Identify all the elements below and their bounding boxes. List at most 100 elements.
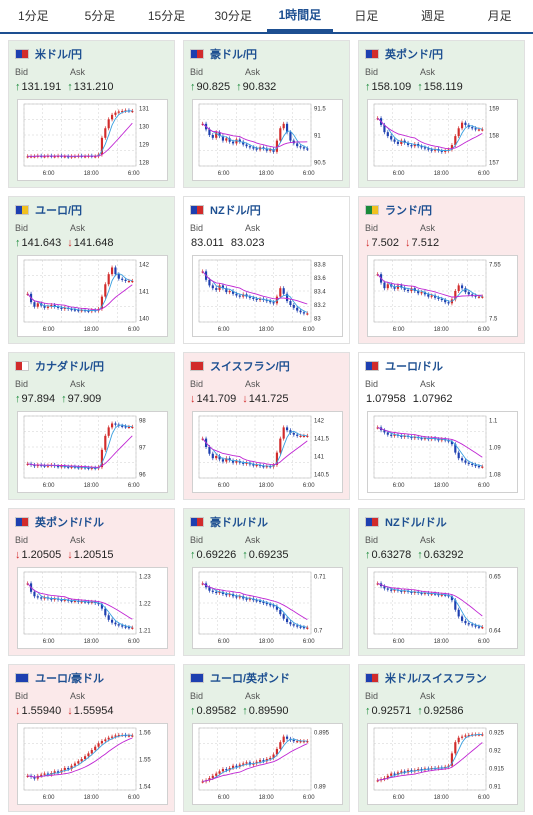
- rate-card[interactable]: 米ドル/スイスフラン Bid Ask ↑0.92571 ↑0.92586 0.925 0.9…: [358, 664, 525, 812]
- price-chart[interactable]: 0.895 0.89 6:00 18:00 6:00: [192, 723, 343, 805]
- candle: [296, 143, 299, 147]
- candle: [413, 436, 416, 439]
- tab-timeframe[interactable]: 1分足: [17, 9, 49, 23]
- price-chart[interactable]: 83.8 83.6 83.4 83.2 83 6:00 18:00 6:00: [192, 255, 343, 337]
- candle: [252, 763, 255, 765]
- currency-pair-link[interactable]: カナダドル/円: [35, 361, 105, 373]
- candle: [117, 111, 120, 113]
- tab-timeframe[interactable]: 日足: [354, 9, 379, 23]
- candle: [289, 430, 292, 433]
- tab-timeframe[interactable]: 15分足: [147, 9, 186, 23]
- tab-timeframe[interactable]: 30分足: [214, 9, 252, 23]
- candle: [467, 462, 470, 464]
- currency-pair-link[interactable]: 豪ドル/ドル: [210, 517, 269, 529]
- candle: [36, 303, 39, 307]
- candle: [235, 596, 238, 598]
- price-chart[interactable]: 142 141.5 141 140.5 6:00 18:00 6:00: [192, 411, 343, 493]
- currency-pair-link[interactable]: NZドル/円: [210, 205, 261, 217]
- ask-label: Ask: [70, 379, 86, 389]
- rate-card[interactable]: ランド/円 Bid Ask ↓7.502 ↓7.512 7.55 7.5 6:00 18:00 6…: [358, 196, 525, 344]
- price-chart[interactable]: 1.56 1.55 1.54 6:00 18:00 6:00: [17, 723, 168, 805]
- candle: [420, 592, 423, 595]
- rate-card[interactable]: ユーロ/ドル Bid Ask 1.07958 1.07962 1.1 1.09 1.08 6:0…: [358, 352, 525, 500]
- price-chart[interactable]: 0.65 0.64 6:00 18:00 6:00: [367, 567, 518, 649]
- tab-timeframe[interactable]: 週足: [421, 9, 446, 23]
- x-tick-label: 6:00: [43, 327, 55, 333]
- plot-frame: [198, 571, 312, 635]
- tab-timeframe[interactable]: 月足: [487, 9, 512, 23]
- candle: [43, 597, 46, 599]
- currency-pair-link[interactable]: スイスフラン/円: [210, 361, 290, 373]
- rate-card[interactable]: ユーロ/英ポンド Bid Ask ↑0.89582 ↑0.89590 0.895 0.89 6…: [183, 664, 350, 812]
- price-chart[interactable]: 159 158 157 6:00 18:00 6:00: [367, 99, 518, 181]
- currency-pair-link[interactable]: ランド/円: [385, 205, 433, 217]
- rate-card[interactable]: NZドル/ドル Bid Ask ↑0.63278 ↑0.63292 0.65 0.64 6:0…: [358, 508, 525, 656]
- bid-value: 131.191: [21, 81, 62, 93]
- y-tick-label: 0.915: [489, 767, 505, 773]
- price-chart[interactable]: 1.1 1.09 1.08 6:00 18:00 6:00: [367, 411, 518, 493]
- up-arrow-icon: ↑: [190, 549, 196, 561]
- candle: [410, 770, 413, 772]
- ask-price: ↑158.119: [417, 81, 462, 93]
- rate-card[interactable]: カナダドル/円 Bid Ask ↑97.894 ↑97.909 98 97 96 6:00 18:…: [8, 352, 175, 500]
- currency-pair-link[interactable]: ユーロ/円: [35, 205, 83, 217]
- rate-card[interactable]: ユーロ/豪ドル Bid Ask ↓1.55940 ↓1.55954 1.56 1.55 1.5…: [8, 664, 175, 812]
- candle: [299, 626, 302, 628]
- candle: [444, 594, 447, 596]
- price-chart[interactable]: 7.55 7.5 6:00 18:00 6:00: [367, 255, 518, 337]
- rate-card[interactable]: 豪ドル/円 Bid Ask ↑90.825 ↑90.832 91.5 91 90.5 6:00 1…: [183, 40, 350, 188]
- candle: [275, 452, 279, 465]
- candle: [440, 150, 443, 152]
- price-chart[interactable]: 131 130 129 128 6:00 18:00 6:00: [17, 99, 168, 181]
- candle: [107, 119, 110, 129]
- y-tick-label: 1.56: [139, 731, 151, 737]
- tab-timeframe[interactable]: 1時間足: [266, 0, 334, 32]
- rate-card[interactable]: NZドル/円 Bid Ask 83.011 83.023 83.8 83.6 83.4 83.2…: [183, 196, 350, 344]
- price-chart[interactable]: 0.71 0.7 6:00 18:00 6:00: [192, 567, 343, 649]
- currency-pair-link[interactable]: 英ポンド/円: [385, 49, 444, 61]
- y-tick-label: 0.65: [489, 575, 501, 581]
- price-chart[interactable]: 1.23 1.22 1.21 6:00 18:00 6:00: [17, 567, 168, 649]
- candle: [46, 465, 50, 467]
- currency-pair-link[interactable]: 英ポンド/ドル: [35, 517, 105, 529]
- rate-card-header: カナダドル/円: [15, 359, 104, 373]
- rate-card[interactable]: 英ポンド/ドル Bid Ask ↓1.20505 ↓1.20515 1.23 1.22 1.2…: [8, 508, 175, 656]
- rate-card[interactable]: 英ポンド/円 Bid Ask ↑158.109 ↑158.119 159 158 157 6:0…: [358, 40, 525, 188]
- currency-pair-link[interactable]: ユーロ/英ポンド: [210, 673, 291, 685]
- rate-card-header: 豪ドル/円: [190, 47, 257, 61]
- bid-value: 1.07958: [366, 393, 406, 405]
- x-tick-label: 6:00: [218, 483, 230, 489]
- candle: [477, 734, 481, 736]
- x-tick-label: 18:00: [434, 795, 450, 801]
- candle: [296, 625, 299, 627]
- ask-value: 0.89590: [248, 705, 289, 717]
- ask-price: ↓141.648: [67, 237, 113, 249]
- currency-pair-link[interactable]: ユーロ/ドル: [385, 361, 444, 373]
- candle: [481, 734, 484, 736]
- tab-timeframe[interactable]: 5分足: [84, 9, 116, 23]
- candle: [302, 147, 306, 149]
- price-chart[interactable]: 0.925 0.92 0.915 0.91 6:00 18:00 6:00: [367, 723, 518, 805]
- y-tick-label: 142: [314, 419, 325, 425]
- candle: [218, 455, 221, 460]
- x-tick-label: 18:00: [259, 171, 275, 177]
- up-arrow-icon: ↑: [417, 705, 423, 717]
- price-chart[interactable]: 98 97 96 6:00 18:00 6:00: [17, 411, 168, 493]
- rate-card[interactable]: スイスフラン/円 Bid Ask ↓141.709 ↓141.725 142 141.5 14…: [183, 352, 350, 500]
- candle: [221, 459, 225, 462]
- bid-value: 1.55940: [21, 705, 62, 717]
- currency-pair-link[interactable]: 米ドル/円: [35, 49, 83, 61]
- currency-pair-link[interactable]: NZドル/ドル: [385, 517, 447, 529]
- candle: [211, 285, 214, 289]
- candle: [63, 156, 66, 158]
- rate-card[interactable]: 豪ドル/ドル Bid Ask ↑0.69226 ↑0.69235 0.71 0.7 6:00 1…: [183, 508, 350, 656]
- rate-card[interactable]: 米ドル/円 Bid Ask ↑131.191 ↑131.210 131 130 129 128 6…: [8, 40, 175, 188]
- currency-pair-link[interactable]: 米ドル/スイスフラン: [385, 673, 487, 685]
- rate-card[interactable]: ユーロ/円 Bid Ask ↑141.643 ↓141.648 142 141 140 6:00…: [8, 196, 175, 344]
- candle: [420, 769, 423, 771]
- currency-pair-link[interactable]: 豪ドル/円: [210, 49, 258, 61]
- y-tick-label: 1.22: [139, 602, 151, 608]
- price-chart[interactable]: 142 141 140 6:00 18:00 6:00: [17, 255, 168, 337]
- price-chart[interactable]: 91.5 91 90.5 6:00 18:00 6:00: [192, 99, 343, 181]
- currency-pair-link[interactable]: ユーロ/豪ドル: [35, 673, 105, 685]
